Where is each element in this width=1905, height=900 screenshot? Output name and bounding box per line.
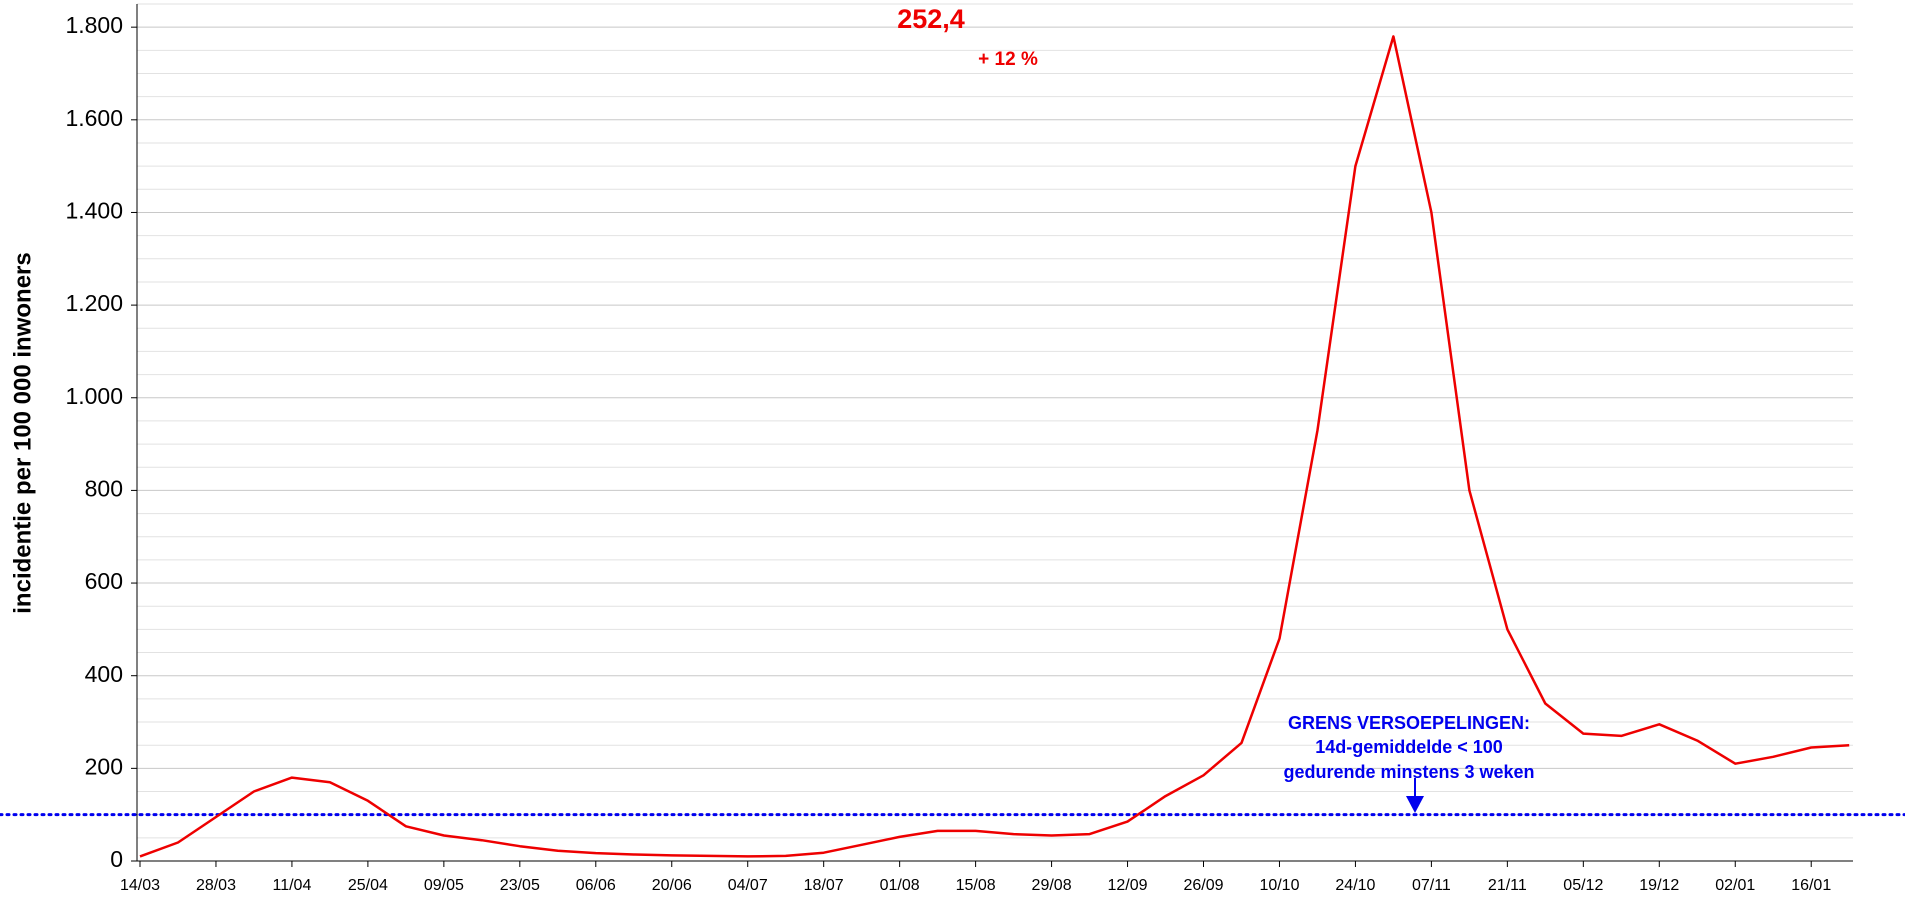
y-tick-label: 400 [85,661,123,687]
x-tick-label: 07/11 [1412,877,1451,894]
x-tick-label: 23/05 [500,877,540,894]
x-tick-label: 24/10 [1335,877,1375,894]
y-tick-label: 200 [85,753,123,779]
y-axis-label: incidentie per 100 000 inwoners [9,252,36,613]
x-tick-label: 15/08 [956,877,996,894]
threshold-label: 14d-gemiddelde < 100 [1315,737,1503,757]
x-tick-label: 28/03 [196,877,236,894]
y-tick-label: 1.600 [65,105,123,131]
x-tick-label: 12/09 [1108,877,1148,894]
x-tick-label: 26/09 [1183,877,1223,894]
current-value: 252,4 [897,4,965,34]
data-line [139,35,1850,858]
y-tick-label: 1.000 [65,383,123,409]
y-tick-label: 0 [110,846,123,872]
threshold-label: GRENS VERSOEPELINGEN: [1288,713,1530,733]
threshold-label: gedurende minstens 3 weken [1283,762,1534,782]
x-tick-label: 19/12 [1639,877,1679,894]
x-tick-label: 16/01 [1791,877,1831,894]
x-tick-label: 02/01 [1715,877,1755,894]
x-tick-label: 09/05 [424,877,464,894]
x-tick-label: 01/08 [880,877,920,894]
y-tick-label: 800 [85,475,123,501]
x-tick-label: 05/12 [1563,877,1603,894]
x-tick-label: 29/08 [1032,877,1072,894]
y-tick-label: 1.800 [65,12,123,38]
y-tick-label: 600 [85,568,123,594]
x-tick-label: 18/07 [804,877,844,894]
x-tick-label: 11/04 [272,877,311,894]
x-tick-label: 14/03 [120,877,160,894]
y-tick-label: 1.200 [65,290,123,316]
x-tick-label: 04/07 [728,877,768,894]
y-tick-label: 1.400 [65,198,123,224]
x-tick-label: 25/04 [348,877,388,894]
x-tick-label: 06/06 [576,877,616,894]
x-tick-label: 21/11 [1488,877,1527,894]
x-tick-label: 20/06 [652,877,692,894]
arrow-head [1406,796,1424,813]
change-label: + 12 % [978,49,1038,70]
x-tick-label: 10/10 [1259,877,1299,894]
